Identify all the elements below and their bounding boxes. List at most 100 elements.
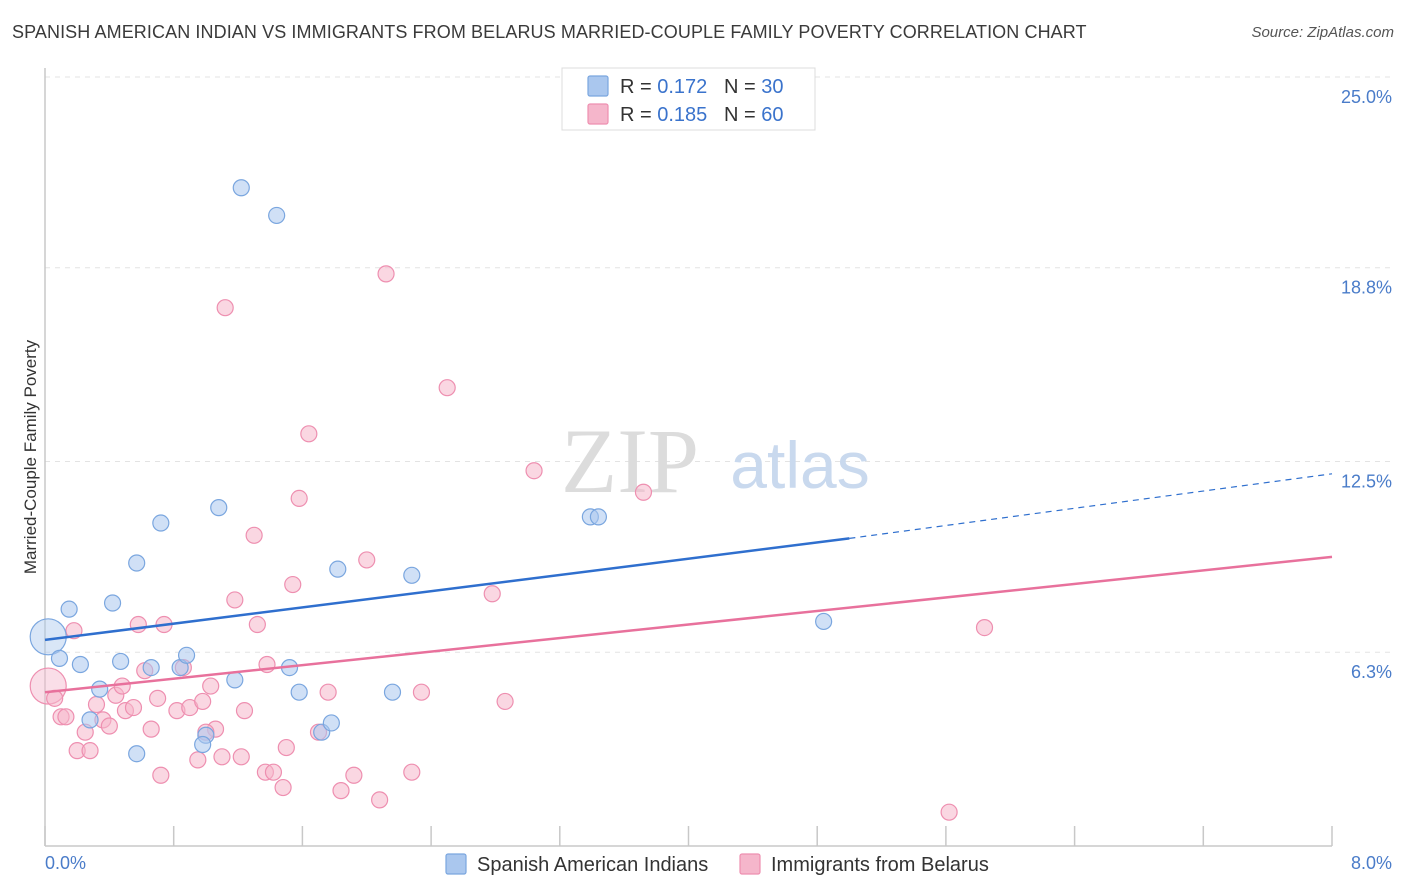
- spanish-american-indian-point: [329, 560, 347, 578]
- spanish-american-indian-point: [290, 683, 308, 701]
- y-tick-label: 6.3%: [1351, 662, 1392, 682]
- belarus-point: [57, 708, 75, 726]
- belarus-point: [100, 717, 118, 735]
- trend-line-extension-spanish-american-indians: [849, 473, 1333, 539]
- legend-bottom-swatch-blue: [445, 853, 467, 875]
- legend-n-label-1: N =: [724, 76, 761, 98]
- belarus-point: [300, 425, 318, 443]
- y-axis-tick-labels: 6.3% 12.5% 18.8% 25.0%: [1341, 87, 1392, 682]
- spanish-american-indian-point: [383, 683, 402, 701]
- x-tick-label-min: 0.0%: [45, 853, 86, 873]
- spanish-american-indian-point: [177, 646, 196, 664]
- gridlines: [45, 76, 1392, 653]
- spanish-american-indian-point: [322, 714, 340, 732]
- belarus-point: [216, 299, 234, 317]
- belarus-point: [634, 483, 653, 501]
- belarus-point: [496, 692, 514, 711]
- svg-text:N = 30: N = 30: [724, 76, 784, 98]
- legend-bottom-swatch-pink: [739, 853, 761, 875]
- spanish-american-indian-point: [128, 554, 146, 572]
- legend-swatch-blue: [587, 75, 609, 97]
- legend-bottom-label-blue: Spanish American Indians: [477, 854, 708, 876]
- belarus-point: [142, 720, 160, 738]
- trend-lines: [44, 473, 1333, 694]
- watermark-atlas: atlas: [730, 428, 869, 502]
- legend-r-label-1: R =: [620, 76, 657, 98]
- belarus-point: [226, 591, 244, 609]
- belarus-point: [189, 751, 207, 769]
- spanish-american-indian-point: [128, 745, 146, 763]
- belarus-point: [274, 778, 292, 797]
- spanish-american-indian-point: [815, 612, 833, 631]
- spanish-american-indian-point: [589, 508, 608, 526]
- belarus-point: [87, 695, 106, 714]
- series-legend: Spanish American Indians Immigrants from…: [445, 853, 989, 876]
- svg-text:R = 0.172: R = 0.172: [620, 76, 707, 98]
- y-axis-label: Married-Couple Family Poverty: [21, 339, 40, 574]
- legend-n-value-2: 60: [761, 104, 783, 126]
- spanish-american-indian-point: [403, 566, 421, 584]
- belarus-point: [525, 462, 543, 480]
- series-immigrants-from-belarus-points: [29, 265, 994, 821]
- belarus-point: [332, 782, 350, 800]
- belarus-point: [290, 489, 308, 508]
- belarus-point: [284, 575, 302, 594]
- spanish-american-indian-point: [81, 711, 99, 729]
- y-tick-label: 12.5%: [1341, 472, 1392, 492]
- legend-n-label-2: N =: [724, 104, 761, 126]
- belarus-point: [483, 585, 501, 603]
- spanish-american-indian-point: [91, 680, 109, 698]
- legend-n-value-1: 30: [761, 76, 783, 98]
- belarus-point: [412, 683, 431, 701]
- series-spanish-american-indians-points: [29, 179, 833, 763]
- belarus-point: [248, 615, 266, 634]
- belarus-point: [149, 689, 167, 707]
- legend-r-label-2: R =: [620, 104, 657, 126]
- belarus-point: [377, 265, 395, 283]
- belarus-point: [235, 702, 254, 720]
- spanish-american-indian-point: [71, 655, 89, 674]
- belarus-point: [202, 677, 220, 695]
- belarus-point: [319, 683, 337, 701]
- x-tick-label-max: 8.0%: [1351, 853, 1392, 873]
- belarus-point: [403, 763, 421, 781]
- belarus-point: [438, 379, 456, 397]
- belarus-point: [194, 692, 212, 711]
- x-axis-ticks: [44, 826, 1333, 846]
- watermark: ZIP atlas: [561, 410, 870, 512]
- belarus-point: [264, 763, 283, 781]
- belarus-point: [81, 742, 99, 760]
- svg-text:R = 0.185: R = 0.185: [620, 104, 707, 126]
- spanish-american-indian-point: [210, 499, 228, 517]
- source-label: Source: ZipAtlas.com: [1251, 24, 1394, 41]
- belarus-point: [358, 551, 376, 569]
- belarus-point: [113, 677, 131, 695]
- belarus-point: [232, 748, 250, 766]
- belarus-point: [129, 615, 147, 634]
- spanish-american-indian-point: [103, 594, 122, 612]
- belarus-point: [345, 766, 363, 784]
- spanish-american-indian-point: [152, 514, 170, 532]
- belarus-point: [124, 698, 143, 717]
- belarus-point: [152, 766, 170, 784]
- legend-bottom-label-pink: Immigrants from Belarus: [771, 854, 989, 876]
- belarus-point: [245, 526, 263, 544]
- trend-line-spanish-american-indians: [44, 537, 850, 642]
- legend-r-value-1: 0.172: [657, 76, 707, 98]
- trend-line-immigrants-from-belarus: [44, 555, 1333, 694]
- belarus-point: [371, 791, 389, 809]
- watermark-zip: ZIP: [561, 410, 699, 512]
- spanish-american-indian-point: [226, 671, 244, 689]
- spanish-american-indian-point: [60, 600, 78, 618]
- chart-title: SPANISH AMERICAN INDIAN VS IMMIGRANTS FR…: [12, 22, 1087, 42]
- spanish-american-indian-point: [232, 179, 250, 197]
- correlation-legend: R = 0.172 N = 30 R = 0.185 N = 60: [561, 67, 816, 131]
- legend-swatch-pink: [587, 103, 609, 125]
- spanish-american-indian-point: [142, 658, 160, 677]
- svg-text:N = 60: N = 60: [724, 104, 784, 126]
- belarus-point: [213, 748, 231, 766]
- spanish-american-indian-point: [112, 652, 130, 671]
- belarus-point: [277, 738, 295, 757]
- y-tick-label: 25.0%: [1341, 87, 1392, 107]
